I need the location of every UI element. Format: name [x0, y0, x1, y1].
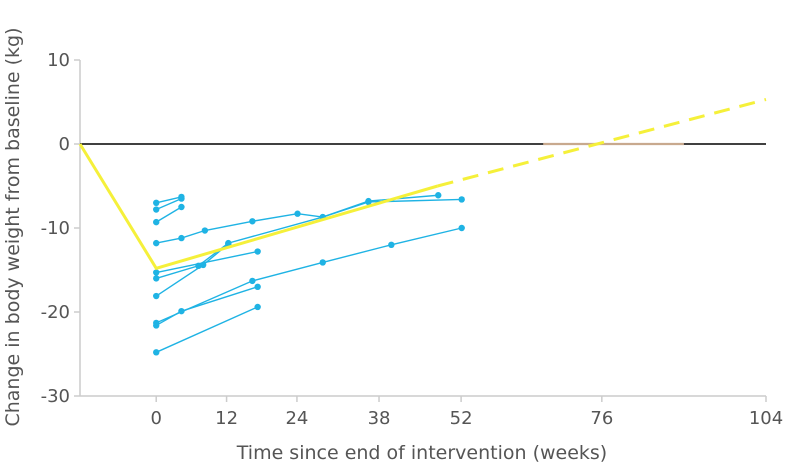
study-point	[319, 259, 326, 266]
y-tick-label: 10	[47, 50, 70, 71]
study-point	[153, 206, 160, 213]
study-point	[458, 224, 465, 232]
study-point	[178, 203, 185, 211]
y-axis-title: Change in body weight from baseline (kg)	[2, 27, 24, 426]
x-tick-label: 38	[368, 408, 391, 429]
study-point	[199, 261, 207, 269]
y-tick-label: -10	[41, 218, 70, 239]
study-line-4	[156, 194, 439, 244]
study-point	[201, 227, 209, 234]
y-tick-label: 0	[59, 134, 70, 155]
study-lines	[153, 192, 465, 356]
trend-line-solid	[78, 143, 439, 271]
x-tick-label: 104	[749, 408, 783, 429]
study-point	[388, 241, 395, 248]
trend-lines	[78, 98, 767, 271]
study-point	[254, 303, 261, 311]
study-point	[249, 218, 256, 225]
study-point	[435, 192, 442, 199]
study-point	[249, 277, 256, 285]
study-point	[153, 239, 160, 247]
tick-labels: 10 0 -10 -20 -30 0 12 24 38 52 76 104	[41, 50, 784, 429]
study-point	[178, 195, 185, 202]
study-point	[153, 292, 160, 300]
study-point	[254, 283, 261, 290]
y-tick-label: -30	[41, 386, 70, 407]
study-line-2	[155, 197, 182, 211]
study-point	[153, 269, 160, 276]
study-point	[294, 210, 301, 217]
study-point	[178, 307, 185, 315]
x-tick-label: 24	[285, 408, 308, 429]
study-point	[153, 322, 160, 329]
study-point	[153, 199, 160, 206]
study-point	[153, 275, 160, 282]
study-point	[365, 198, 372, 206]
study-line-10	[155, 306, 258, 353]
study-line-3	[155, 206, 182, 223]
study-line-9	[155, 286, 258, 327]
x-axis-title: Time since end of intervention (weeks)	[236, 442, 607, 463]
study-point	[254, 248, 261, 255]
study-point	[458, 196, 465, 203]
axes	[74, 59, 767, 402]
x-tick-label: 0	[150, 408, 161, 429]
y-tick-label: -20	[41, 302, 70, 323]
study-line-1	[156, 196, 182, 204]
study-point	[178, 234, 185, 242]
study-point	[153, 218, 160, 226]
x-tick-label: 52	[450, 408, 473, 429]
study-point	[153, 349, 160, 356]
x-tick-label: 76	[590, 408, 613, 429]
trend-line-dashed	[437, 98, 767, 188]
study-line-8	[155, 227, 462, 324]
x-tick-label: 12	[215, 408, 238, 429]
